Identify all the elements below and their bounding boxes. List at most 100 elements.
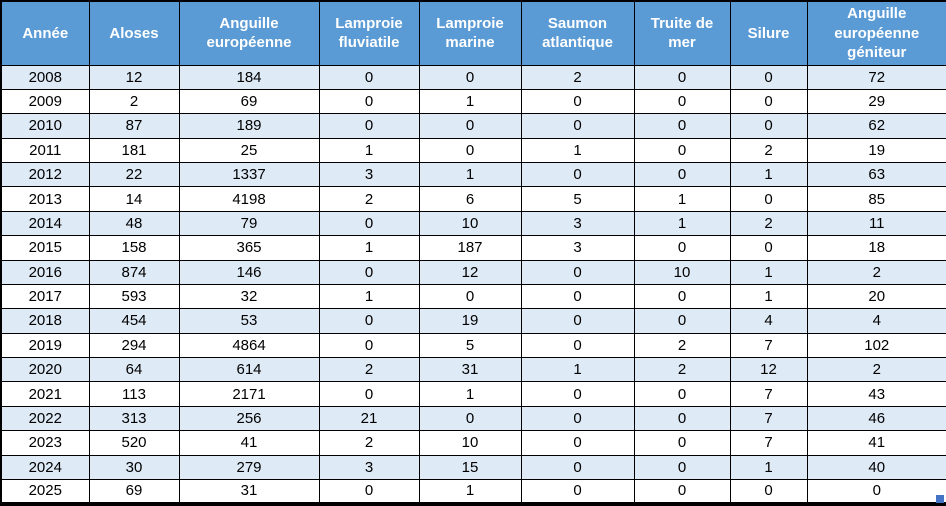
value-cell[interactable]: 4 [729,308,808,334]
value-cell[interactable]: 313 [88,405,180,432]
year-cell[interactable]: 2020 [0,356,90,383]
value-cell[interactable]: 1 [318,283,420,310]
value-cell[interactable]: 0 [633,430,731,456]
value-cell[interactable]: 2 [318,430,420,456]
value-cell[interactable]: 0 [520,113,635,139]
value-cell[interactable]: 2 [806,356,946,383]
value-cell[interactable]: 2 [520,64,635,90]
year-cell[interactable]: 2018 [0,308,90,334]
value-cell[interactable]: 146 [178,259,320,285]
value-cell[interactable]: 0 [520,478,635,505]
value-cell[interactable]: 1 [633,186,731,212]
year-cell[interactable]: 2023 [0,430,90,456]
value-cell[interactable]: 102 [806,332,946,359]
value-cell[interactable]: 189 [178,113,320,139]
column-header-6[interactable]: Truite de mer [633,0,731,66]
value-cell[interactable]: 0 [318,210,420,237]
value-cell[interactable]: 1 [418,88,522,115]
fill-handle[interactable] [936,495,944,503]
year-cell[interactable]: 2022 [0,405,90,432]
value-cell[interactable]: 0 [729,235,808,261]
value-cell[interactable]: 46 [806,405,946,432]
value-cell[interactable]: 0 [318,478,420,505]
value-cell[interactable]: 187 [418,235,522,261]
value-cell[interactable]: 22 [88,161,180,188]
value-cell[interactable]: 0 [520,405,635,432]
value-cell[interactable]: 0 [729,186,808,212]
value-cell[interactable]: 0 [318,113,420,139]
value-cell[interactable]: 19 [806,137,946,164]
value-cell[interactable]: 3 [318,161,420,188]
value-cell[interactable]: 0 [633,405,731,432]
value-cell[interactable]: 0 [633,113,731,139]
value-cell[interactable]: 0 [418,283,522,310]
year-cell[interactable]: 2017 [0,283,90,310]
value-cell[interactable]: 2 [318,186,420,212]
value-cell[interactable]: 2 [318,356,420,383]
value-cell[interactable]: 0 [318,308,420,334]
value-cell[interactable]: 25 [178,137,320,164]
value-cell[interactable]: 2 [806,259,946,285]
column-header-5[interactable]: Saumon atlantique [520,0,635,66]
column-header-8[interactable]: Anguille européenne géniteur [806,0,946,66]
value-cell[interactable]: 0 [418,64,522,90]
value-cell[interactable]: 0 [633,235,731,261]
value-cell[interactable]: 0 [633,88,731,115]
value-cell[interactable]: 1 [729,161,808,188]
column-header-3[interactable]: Lamproie fluviatile [318,0,420,66]
value-cell[interactable]: 1337 [178,161,320,188]
value-cell[interactable]: 0 [633,64,731,90]
value-cell[interactable]: 294 [88,332,180,359]
value-cell[interactable]: 0 [633,161,731,188]
value-cell[interactable]: 1 [318,137,420,164]
value-cell[interactable]: 62 [806,113,946,139]
value-cell[interactable]: 0 [318,64,420,90]
value-cell[interactable]: 29 [806,88,946,115]
value-cell[interactable]: 0 [806,478,946,505]
column-header-1[interactable]: Aloses [88,0,180,66]
value-cell[interactable]: 5 [418,332,522,359]
value-cell[interactable]: 0 [729,113,808,139]
value-cell[interactable]: 0 [633,283,731,310]
value-cell[interactable]: 0 [520,283,635,310]
value-cell[interactable]: 87 [88,113,180,139]
value-cell[interactable]: 1 [520,356,635,383]
value-cell[interactable]: 6 [418,186,522,212]
value-cell[interactable]: 0 [633,454,731,480]
value-cell[interactable]: 1 [418,161,522,188]
value-cell[interactable]: 0 [418,137,522,164]
value-cell[interactable]: 5 [520,186,635,212]
value-cell[interactable]: 1 [418,478,522,505]
value-cell[interactable]: 10 [633,259,731,285]
value-cell[interactable]: 10 [418,210,522,237]
value-cell[interactable]: 1 [729,259,808,285]
value-cell[interactable]: 79 [178,210,320,237]
value-cell[interactable]: 2 [729,210,808,237]
value-cell[interactable]: 0 [729,88,808,115]
year-cell[interactable]: 2025 [0,478,90,505]
value-cell[interactable]: 614 [178,356,320,383]
value-cell[interactable]: 454 [88,308,180,334]
value-cell[interactable]: 0 [318,259,420,285]
value-cell[interactable]: 41 [178,430,320,456]
value-cell[interactable]: 2 [633,332,731,359]
value-cell[interactable]: 2 [88,88,180,115]
value-cell[interactable]: 0 [520,454,635,480]
value-cell[interactable]: 0 [633,478,731,505]
value-cell[interactable]: 0 [318,88,420,115]
value-cell[interactable]: 0 [633,381,731,407]
value-cell[interactable]: 15 [418,454,522,480]
year-cell[interactable]: 2008 [0,64,90,90]
value-cell[interactable]: 31 [178,478,320,505]
column-header-2[interactable]: Anguille européenne [178,0,320,66]
value-cell[interactable]: 12 [418,259,522,285]
value-cell[interactable]: 4 [806,308,946,334]
value-cell[interactable]: 7 [729,332,808,359]
value-cell[interactable]: 63 [806,161,946,188]
value-cell[interactable]: 43 [806,381,946,407]
value-cell[interactable]: 0 [633,308,731,334]
value-cell[interactable]: 0 [418,405,522,432]
value-cell[interactable]: 32 [178,283,320,310]
column-header-4[interactable]: Lamproie marine [418,0,522,66]
year-cell[interactable]: 2009 [0,88,90,115]
